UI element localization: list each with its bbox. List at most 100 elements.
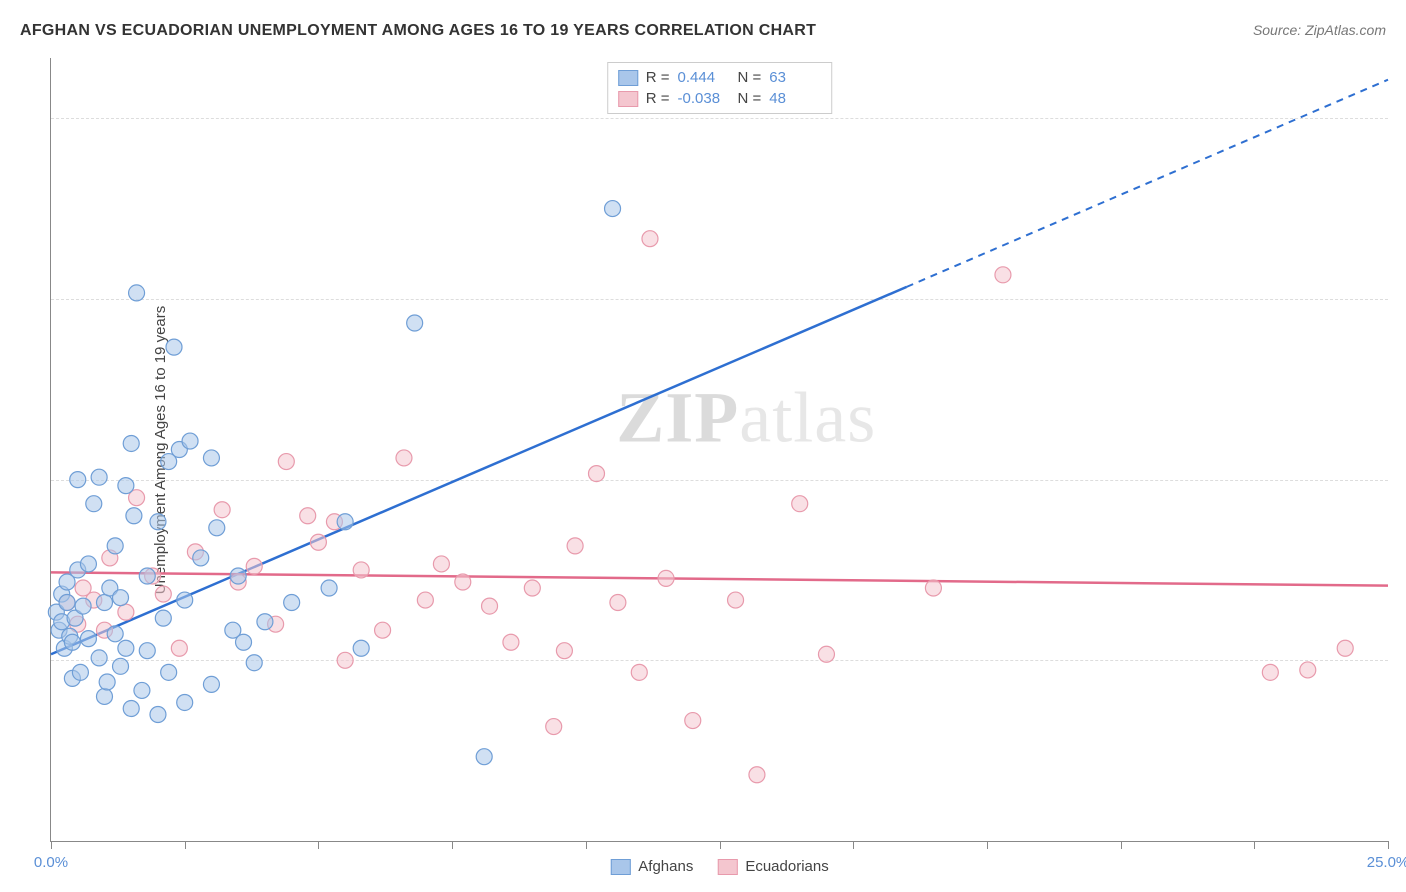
trend-line-ext-afghans	[907, 80, 1388, 287]
n-label: N =	[738, 69, 762, 86]
data-point-afghans	[236, 634, 252, 650]
x-tick	[987, 841, 988, 849]
data-point-afghans	[203, 676, 219, 692]
data-point-ecuadorians	[214, 502, 230, 518]
data-point-afghans	[166, 339, 182, 355]
series-legend: Afghans Ecuadorians	[610, 858, 828, 875]
data-point-afghans	[476, 749, 492, 765]
n-label: N =	[738, 90, 762, 107]
data-point-ecuadorians	[171, 640, 187, 656]
data-point-afghans	[70, 472, 86, 488]
data-point-afghans	[118, 478, 134, 494]
data-point-ecuadorians	[524, 580, 540, 596]
legend-label-afghans: Afghans	[638, 858, 693, 875]
r-value-ecuadorians: -0.038	[678, 90, 730, 107]
data-point-ecuadorians	[278, 454, 294, 470]
data-point-afghans	[113, 590, 129, 606]
legend-item-ecuadorians: Ecuadorians	[717, 858, 828, 875]
correlation-legend-row-ecuadorians: R = -0.038 N = 48	[618, 88, 822, 109]
r-label: R =	[646, 69, 670, 86]
legend-label-ecuadorians: Ecuadorians	[745, 858, 828, 875]
data-point-ecuadorians	[546, 719, 562, 735]
data-point-afghans	[59, 594, 75, 610]
data-point-ecuadorians	[728, 592, 744, 608]
data-point-afghans	[161, 664, 177, 680]
x-tick	[1388, 841, 1389, 849]
data-point-afghans	[134, 682, 150, 698]
data-point-ecuadorians	[749, 767, 765, 783]
data-point-afghans	[182, 433, 198, 449]
r-label: R =	[646, 90, 670, 107]
swatch-afghans	[618, 70, 638, 86]
x-tick	[720, 841, 721, 849]
data-point-ecuadorians	[1262, 664, 1278, 680]
data-point-afghans	[107, 626, 123, 642]
x-tick	[1254, 841, 1255, 849]
data-point-ecuadorians	[337, 652, 353, 668]
data-point-ecuadorians	[482, 598, 498, 614]
data-point-afghans	[75, 598, 91, 614]
data-point-ecuadorians	[588, 466, 604, 482]
data-point-afghans	[72, 664, 88, 680]
data-point-ecuadorians	[118, 604, 134, 620]
data-point-ecuadorians	[792, 496, 808, 512]
data-point-afghans	[230, 568, 246, 584]
r-value-afghans: 0.444	[678, 69, 730, 86]
data-point-afghans	[80, 556, 96, 572]
data-point-ecuadorians	[631, 664, 647, 680]
data-point-afghans	[123, 435, 139, 451]
correlation-legend: R = 0.444 N = 63 R = -0.038 N = 48	[607, 62, 833, 114]
data-point-afghans	[113, 658, 129, 674]
chart-title: AFGHAN VS ECUADORIAN UNEMPLOYMENT AMONG …	[20, 22, 816, 40]
data-point-afghans	[86, 496, 102, 512]
data-point-ecuadorians	[375, 622, 391, 638]
data-point-ecuadorians	[925, 580, 941, 596]
data-point-ecuadorians	[353, 562, 369, 578]
data-point-afghans	[80, 631, 96, 647]
scatter-svg	[51, 58, 1388, 841]
data-point-afghans	[284, 594, 300, 610]
x-tick	[452, 841, 453, 849]
data-point-ecuadorians	[155, 586, 171, 602]
data-point-afghans	[99, 674, 115, 690]
swatch-ecuadorians-bottom	[717, 859, 737, 875]
data-point-ecuadorians	[1337, 640, 1353, 656]
data-point-afghans	[129, 285, 145, 301]
data-point-afghans	[203, 450, 219, 466]
data-point-afghans	[177, 592, 193, 608]
data-point-afghans	[321, 580, 337, 596]
data-point-ecuadorians	[455, 574, 471, 590]
x-tick	[586, 841, 587, 849]
data-point-afghans	[107, 538, 123, 554]
data-point-ecuadorians	[556, 643, 572, 659]
data-point-ecuadorians	[300, 508, 316, 524]
data-point-ecuadorians	[396, 450, 412, 466]
data-point-ecuadorians	[310, 534, 326, 550]
chart-container: ZIPatlas Unemployment Among Ages 16 to 1…	[50, 58, 1388, 842]
data-point-afghans	[150, 514, 166, 530]
header-bar: AFGHAN VS ECUADORIAN UNEMPLOYMENT AMONG …	[20, 22, 1386, 40]
data-point-afghans	[246, 655, 262, 671]
data-point-afghans	[193, 550, 209, 566]
data-point-afghans	[118, 640, 134, 656]
data-point-ecuadorians	[658, 570, 674, 586]
swatch-afghans-bottom	[610, 859, 630, 875]
data-point-ecuadorians	[642, 231, 658, 247]
data-point-ecuadorians	[610, 594, 626, 610]
plot-area: ZIPatlas Unemployment Among Ages 16 to 1…	[50, 58, 1388, 842]
n-value-ecuadorians: 48	[769, 90, 821, 107]
data-point-afghans	[209, 520, 225, 536]
data-point-ecuadorians	[818, 646, 834, 662]
data-point-afghans	[605, 201, 621, 217]
data-point-ecuadorians	[1300, 662, 1316, 678]
data-point-afghans	[96, 594, 112, 610]
x-tick-label: 25.0%	[1367, 854, 1406, 871]
data-point-afghans	[150, 707, 166, 723]
source-attribution: Source: ZipAtlas.com	[1253, 22, 1386, 38]
data-point-ecuadorians	[433, 556, 449, 572]
data-point-afghans	[91, 469, 107, 485]
data-point-afghans	[139, 568, 155, 584]
swatch-ecuadorians	[618, 91, 638, 107]
x-tick	[318, 841, 319, 849]
data-point-afghans	[407, 315, 423, 331]
